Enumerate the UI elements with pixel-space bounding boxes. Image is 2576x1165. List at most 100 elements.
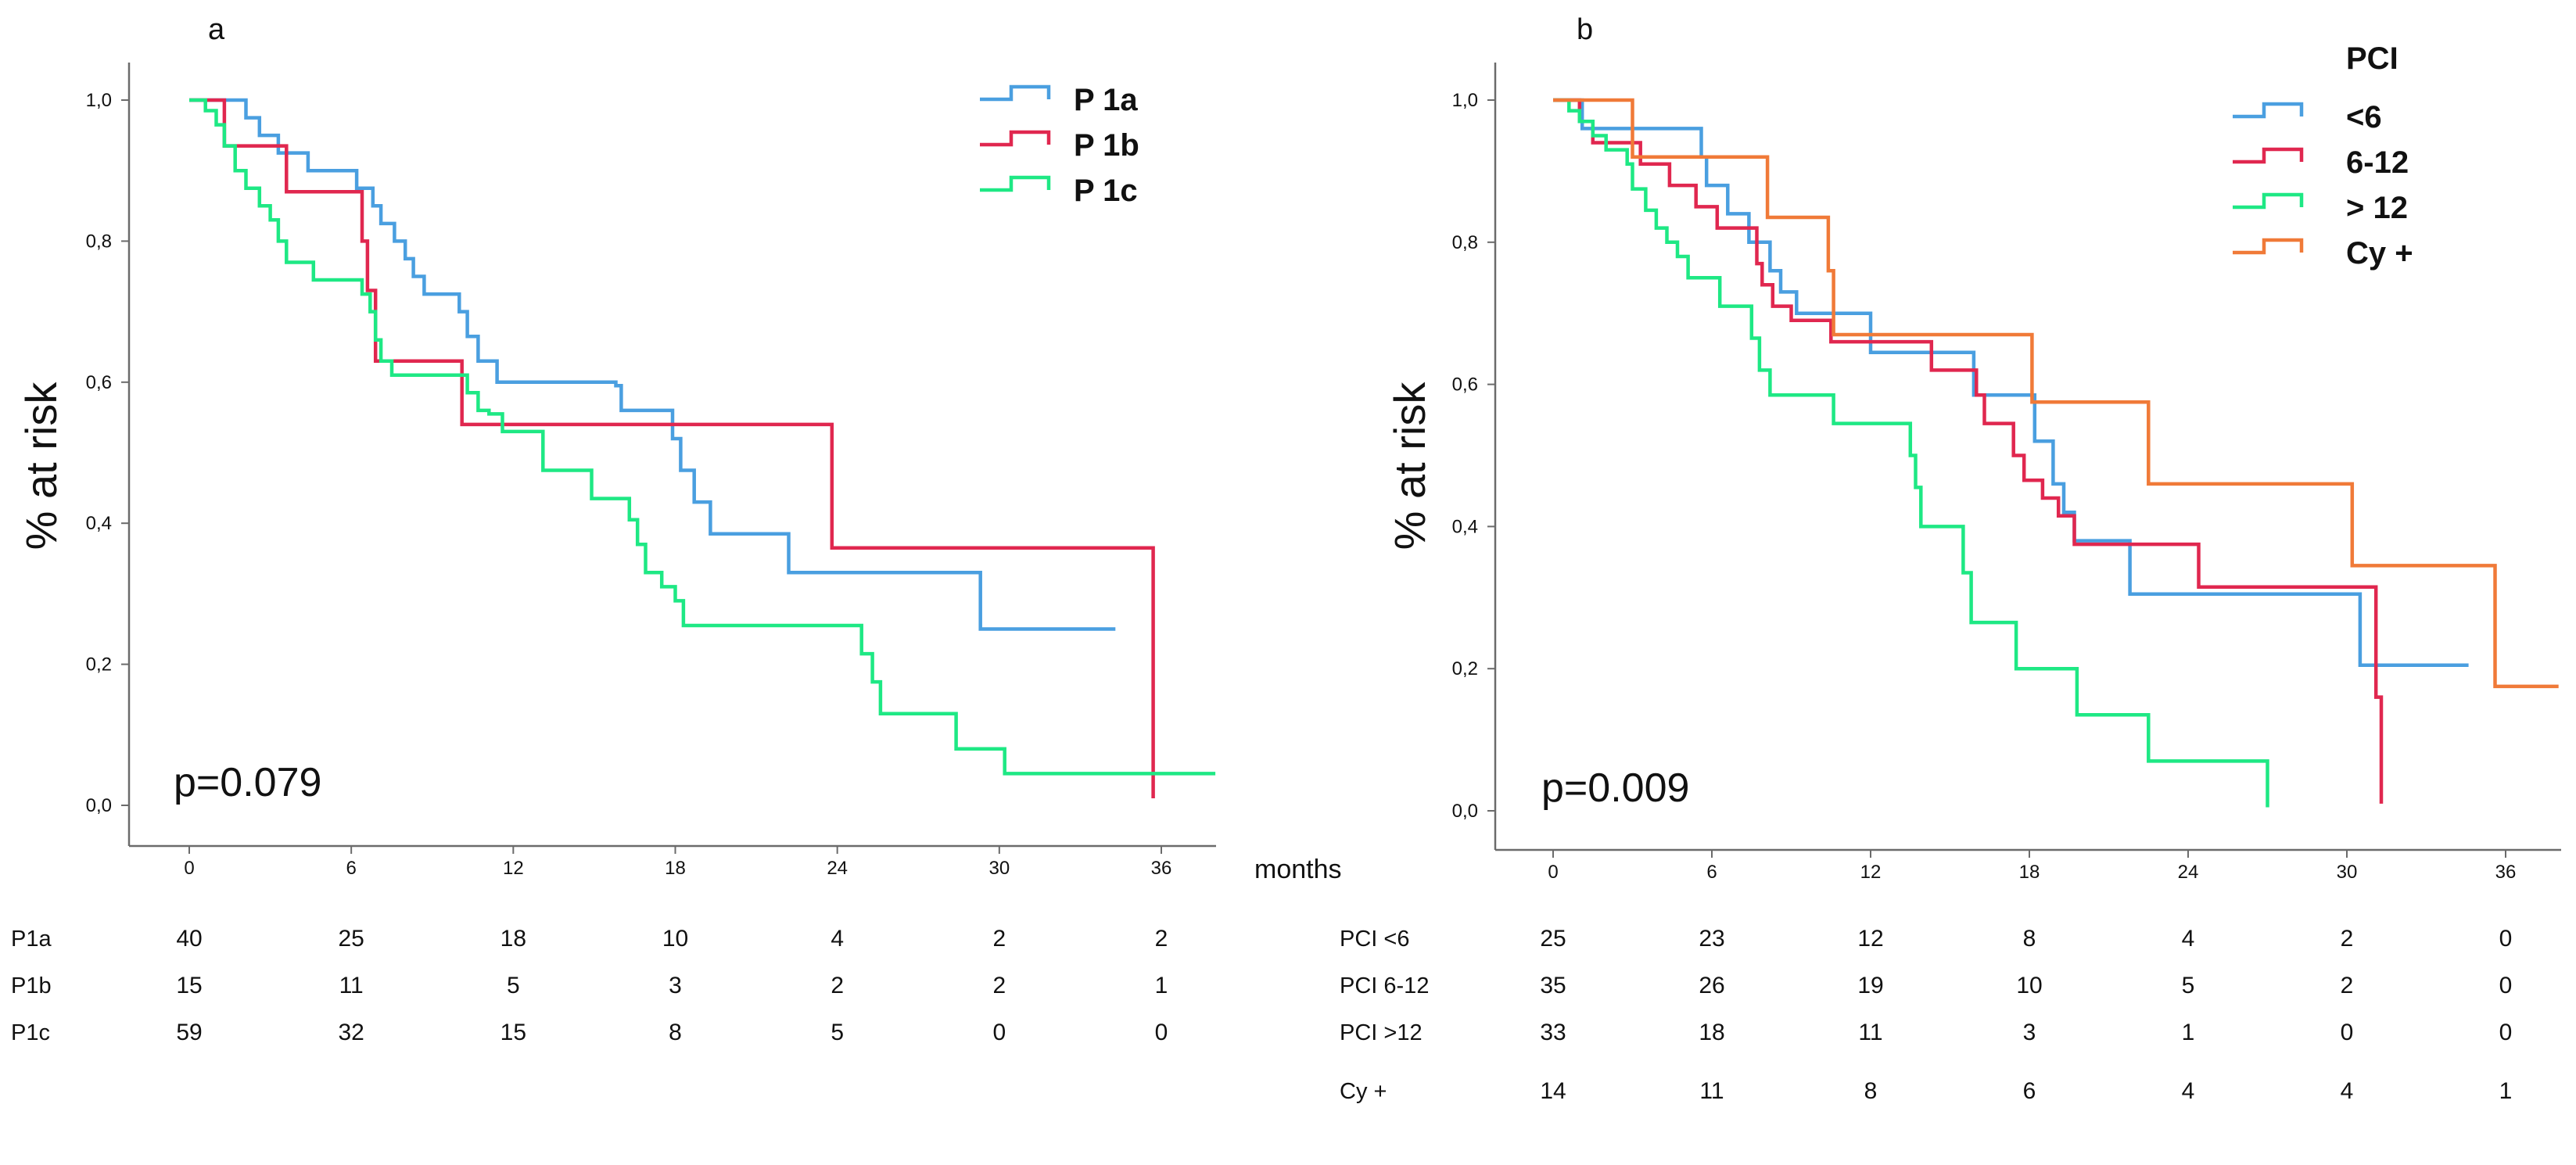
risk-table-cell: 0 [992,1020,1006,1045]
risk-table-cell: 2 [2341,973,2354,998]
risk-table-cell: 3 [669,973,682,998]
risk-table-cell: 4 [831,926,844,952]
risk-table-cell: 18 [500,926,526,952]
risk-table-cell: 4 [2341,1078,2354,1104]
y-tick-label: 0,6 [86,372,112,393]
survival-curve-6 [1553,98,2469,667]
y-tick-label: 0,8 [1452,232,1478,253]
legend-swatch [980,84,1051,102]
risk-table-cell: 5 [507,973,520,998]
y-axis-label: % at risk [1385,382,1434,550]
risk-table-cell: 12 [1857,926,1883,952]
risk-table-row-label: PCI <6 [1340,927,1409,952]
survival-curve-p-1b [189,98,1155,798]
legend-entry: P 1c [1074,174,1138,208]
y-tick-label: 0,8 [86,231,112,252]
x-tick-label: 24 [2178,862,2199,883]
risk-table-row-label: PCI 6-12 [1340,973,1429,998]
legend-title: PCI [2346,41,2398,76]
risk-table-cell: 5 [2182,973,2195,998]
panel-label: b [1577,13,1593,46]
panel-label: a [208,13,225,46]
x-tick-label: 18 [2019,862,2040,883]
legend-entry: P 1a [1074,83,1138,117]
risk-table-cell: 15 [176,973,202,998]
risk-table-cell: 15 [500,1020,526,1045]
x-tick-label: 36 [2495,862,2517,883]
legend-swatch [2233,102,2304,119]
risk-table-cell: 8 [2023,926,2036,952]
panel-b: 0,00,20,40,60,81,00 6 12 18 24 30 36 b% at ris… [1340,13,2561,1104]
survival-curve-12 [1553,98,2269,808]
risk-table-row-label: PCI >12 [1340,1020,1423,1045]
risk-table-cell: 2 [992,973,1006,998]
x-tick-label: 30 [2337,862,2358,883]
risk-table-cell: 35 [1540,973,1566,998]
risk-table-cell: 6 [2023,1078,2036,1104]
survival-curve-6-12 [1553,98,2384,804]
legend-swatch [2233,238,2304,255]
risk-table-cell: 59 [176,1020,202,1045]
risk-table-cell: 8 [1864,1078,1878,1104]
risk-table-row-label: Cy + [1340,1079,1387,1104]
x-tick-label: 0 [184,858,194,879]
y-tick-label: 0,2 [86,654,112,676]
risk-table-cell: 4 [2182,1078,2195,1104]
x-tick-label: 12 [1860,862,1882,883]
risk-table-cell: 11 [339,973,364,998]
legend-entry: Cy + [2346,236,2413,271]
x-tick-label: 0 [1548,862,1558,883]
risk-table-cell: 0 [2499,1020,2513,1045]
risk-table-cell: 1 [2499,1078,2513,1104]
y-axis-label: % at risk [16,382,66,550]
x-tick-label: 6 [1706,862,1717,883]
risk-table-row-label: P1c [11,1020,50,1045]
survival-curve-p-1a [189,98,1116,631]
x-tick-label: 24 [827,858,848,879]
x-tick-label: 36 [1151,858,1172,879]
risk-table-cell: 0 [2499,926,2513,952]
risk-table-cell: 4 [2182,926,2195,952]
risk-table-cell: 0 [1155,1020,1168,1045]
y-tick-label: 0,4 [86,513,112,534]
risk-table-cell: 18 [1699,1020,1724,1045]
plot-area-b: 0,0 0,2 0,4 0,6 0,8 1,0 0 6 12 18 24 30 36 [1452,63,2561,883]
risk-table-cell: 25 [338,926,364,952]
risk-table-cell: 2 [2341,926,2354,952]
y-tick-label: 0,2 [1452,658,1478,679]
risk-table-cell: 33 [1540,1020,1566,1045]
risk-table-cell: 8 [669,1020,682,1045]
p-value-annotation: p=0.079 [174,760,321,805]
risk-table-cell: 14 [1540,1078,1566,1104]
x-tick-label: 18 [665,858,686,879]
risk-table-cell: 26 [1699,973,1724,998]
risk-table-cell: 10 [662,926,688,952]
panel-a: 0,00,20,40,60,81,00 6 12 18 24 30 36 a% at ris… [11,13,1216,1045]
risk-table-cell: 0 [2499,973,2513,998]
risk-table-cell: 10 [2016,973,2042,998]
x-axis-label: months [1254,855,1342,884]
risk-table-cell: 19 [1857,973,1883,998]
risk-table-cell: 11 [1858,1020,1882,1045]
legend-entry: P 1b [1074,128,1139,163]
y-tick-label: 1,0 [86,90,112,111]
plot-area-a: 0,0 0,2 0,4 0,6 0,8 1,0 0 6 12 18 24 30 36 [86,63,1216,879]
y-tick-label: 0,0 [1452,801,1478,822]
risk-table-cell: 32 [338,1020,364,1045]
risk-table-cell: 2 [831,973,844,998]
x-tick-label: 6 [346,858,356,879]
legend: PCI <6 6-12 > 12 Cy + [2233,41,2413,271]
legend-entry: > 12 [2346,191,2408,225]
legend-swatch [2233,147,2304,164]
x-tick-label: 30 [988,858,1010,879]
risk-table-cell: 0 [2341,1020,2354,1045]
risk-table-cell: 2 [992,926,1006,952]
x-tick-label: 12 [503,858,524,879]
legend-swatch [2233,192,2304,210]
risk-table-cell: 3 [2023,1020,2036,1045]
legend: P 1a P 1b P 1c [980,83,1139,208]
legend-swatch [980,175,1051,192]
